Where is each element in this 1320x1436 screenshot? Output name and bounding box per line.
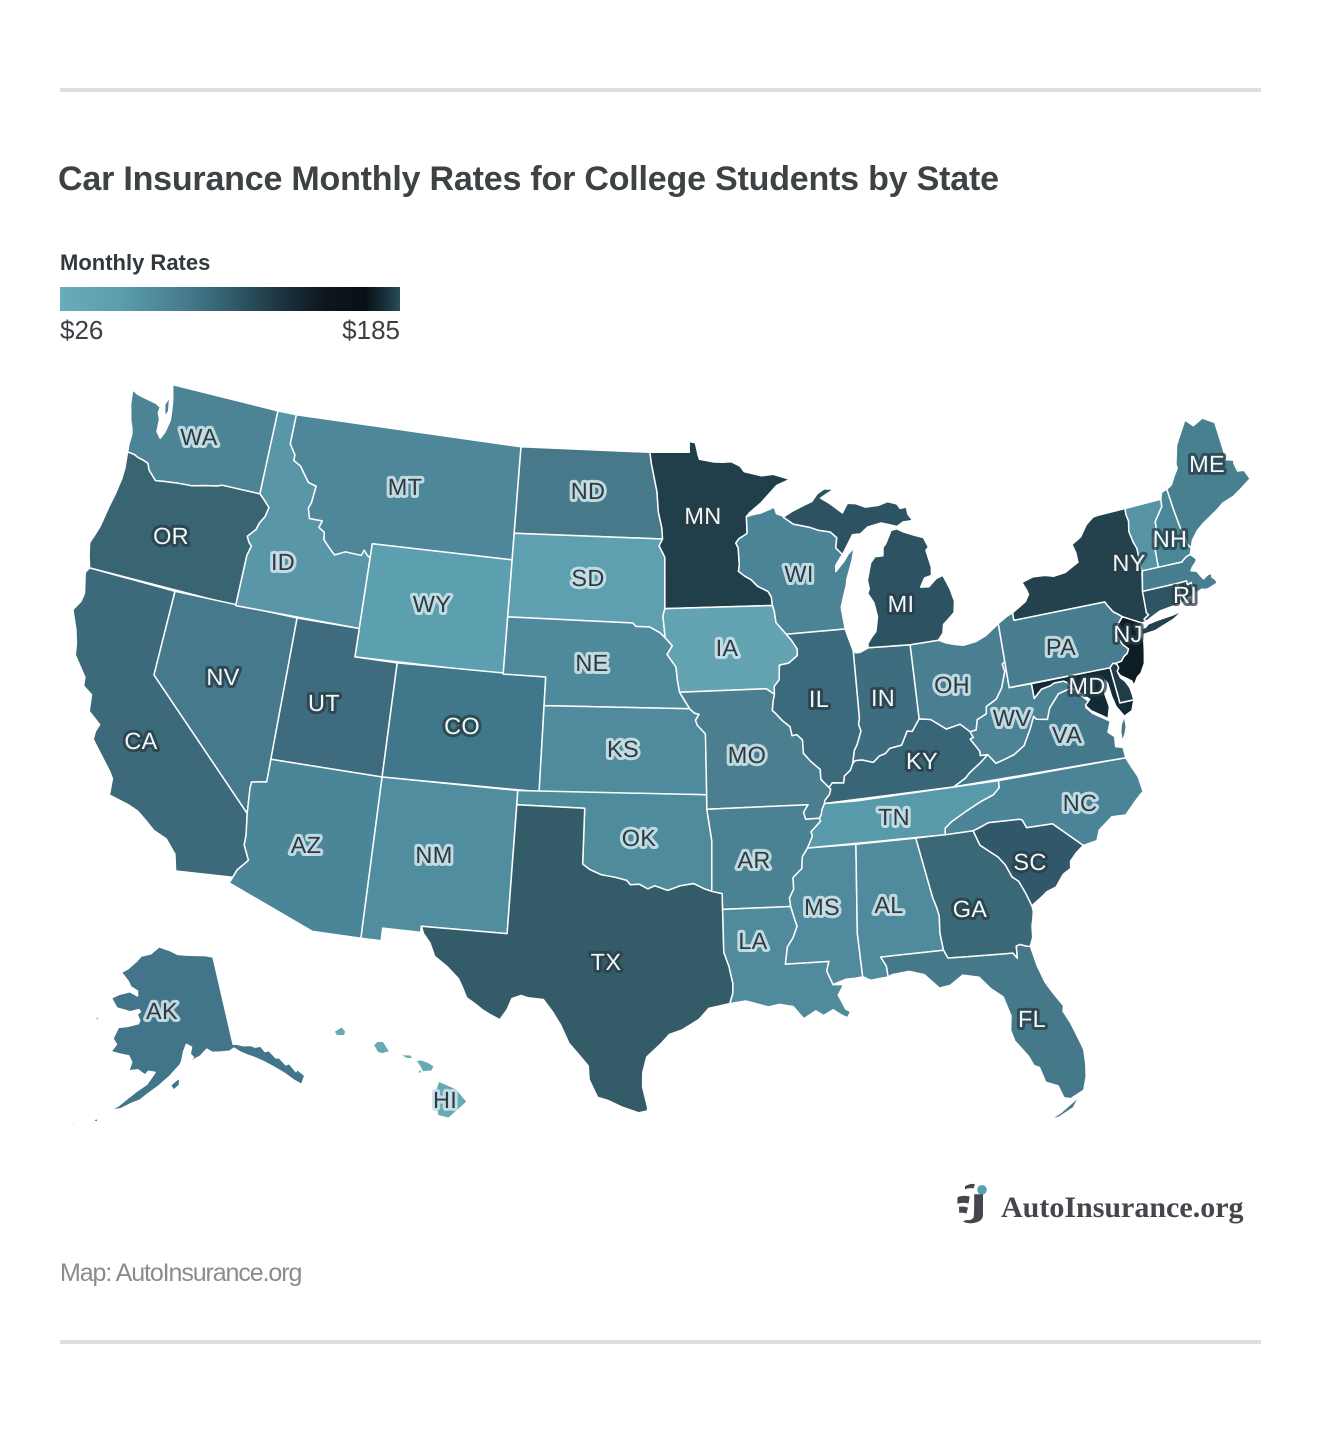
svg-text:MD: MD <box>1068 673 1105 699</box>
svg-text:ID: ID <box>271 549 295 575</box>
svg-text:LA: LA <box>738 928 767 954</box>
svg-text:NY: NY <box>1112 550 1145 576</box>
svg-text:PA: PA <box>1046 634 1076 660</box>
svg-text:TX: TX <box>591 949 622 975</box>
svg-text:IL: IL <box>809 686 829 712</box>
svg-text:AK: AK <box>146 998 178 1024</box>
svg-text:WV: WV <box>993 705 1031 731</box>
svg-text:IA: IA <box>716 635 739 661</box>
svg-text:WI: WI <box>784 561 813 587</box>
svg-text:AZ: AZ <box>291 832 322 858</box>
svg-text:RI: RI <box>1173 582 1197 608</box>
svg-text:NH: NH <box>1153 526 1188 552</box>
svg-text:SD: SD <box>571 565 604 591</box>
svg-text:ME: ME <box>1189 451 1225 477</box>
svg-text:SC: SC <box>1013 849 1046 875</box>
svg-text:FL: FL <box>1018 1006 1046 1032</box>
svg-text:NJ: NJ <box>1113 621 1142 647</box>
svg-text:CO: CO <box>444 713 480 739</box>
svg-text:WY: WY <box>413 591 451 617</box>
svg-text:NC: NC <box>1063 790 1098 816</box>
svg-text:KY: KY <box>906 748 938 774</box>
svg-text:OK: OK <box>622 825 657 851</box>
svg-text:OH: OH <box>934 672 970 698</box>
svg-text:OR: OR <box>153 523 189 549</box>
svg-text:GA: GA <box>953 896 988 922</box>
svg-text:MO: MO <box>728 742 766 768</box>
svg-text:UT: UT <box>308 690 340 716</box>
svg-text:NV: NV <box>206 664 239 690</box>
svg-text:NM: NM <box>415 842 452 868</box>
svg-text:MS: MS <box>804 894 840 920</box>
svg-text:TN: TN <box>878 804 910 830</box>
svg-text:IN: IN <box>871 685 895 711</box>
svg-text:WA: WA <box>180 424 218 450</box>
svg-text:CA: CA <box>124 728 157 754</box>
svg-text:ND: ND <box>571 478 606 504</box>
svg-text:AL: AL <box>874 892 903 918</box>
svg-text:HI: HI <box>433 1087 457 1113</box>
svg-text:VA: VA <box>1052 722 1082 748</box>
svg-text:KS: KS <box>607 736 639 762</box>
svg-text:MI: MI <box>888 591 915 617</box>
svg-text:NE: NE <box>575 650 608 676</box>
svg-text:AR: AR <box>737 847 770 873</box>
svg-text:MN: MN <box>684 503 721 529</box>
svg-text:MT: MT <box>388 474 423 500</box>
